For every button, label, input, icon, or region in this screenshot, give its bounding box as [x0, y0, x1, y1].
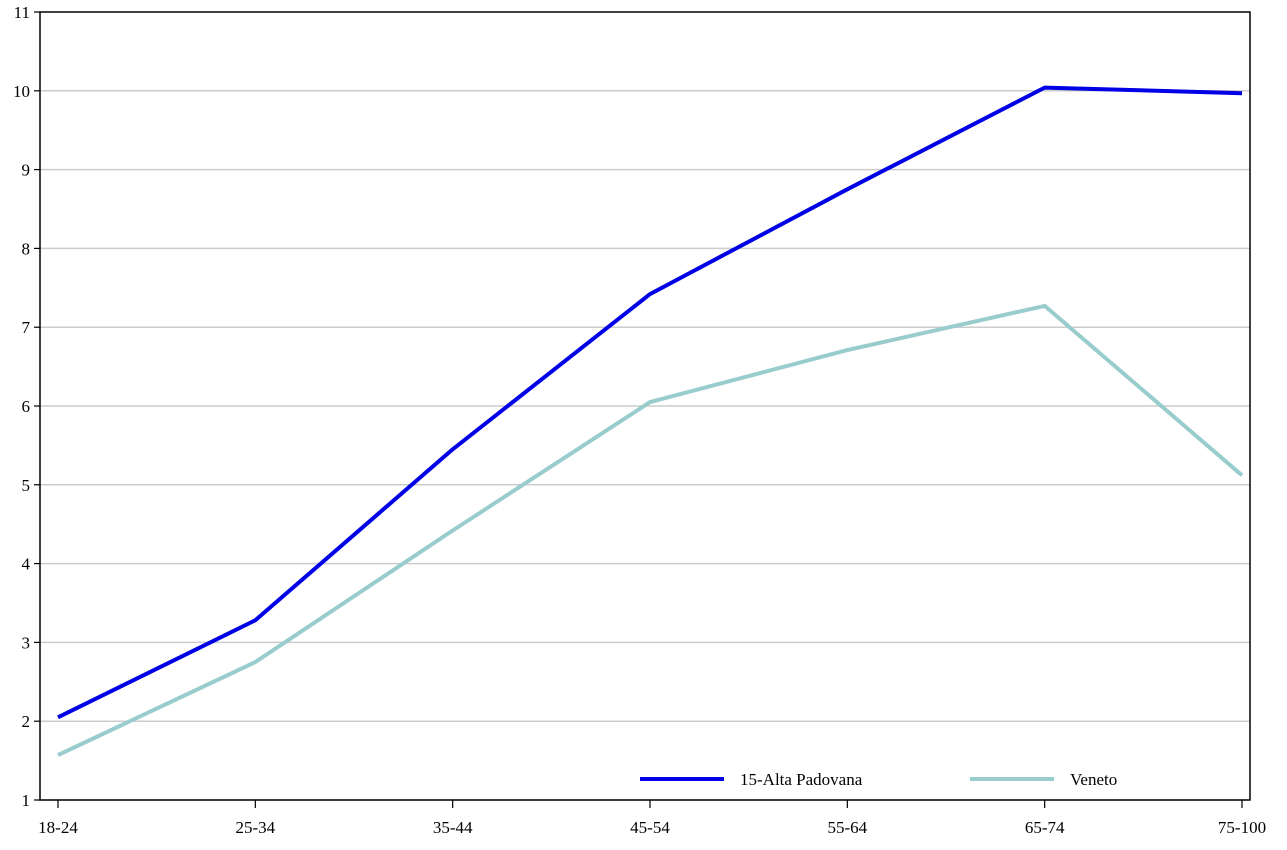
x-tick-label-25-34: 25-34 [235, 818, 275, 837]
x-axis: 18-24 25-34 35-44 45-54 55-64 65-74 75-100 [38, 800, 1266, 837]
y-tick-label-1: 1 [22, 791, 31, 810]
y-tick-label-7: 7 [22, 318, 31, 337]
legend: 15-Alta Padovana Veneto [640, 770, 1117, 789]
x-tick-label-35-44: 35-44 [433, 818, 473, 837]
y-tick-label-3: 3 [22, 633, 31, 652]
legend-label-veneto: Veneto [1070, 770, 1117, 789]
series-lines [57, 85, 1244, 757]
y-tick-label-10: 10 [13, 82, 30, 101]
y-tick-label-2: 2 [22, 712, 31, 731]
x-tick-label-75-100: 75-100 [1218, 818, 1266, 837]
y-axis: 1 2 3 4 5 6 7 8 9 10 11 [13, 3, 40, 810]
y-tick-label-5: 5 [22, 476, 31, 495]
legend-label-15-alta-padovana: 15-Alta Padovana [740, 770, 863, 789]
x-tick-label-45-54: 45-54 [630, 818, 670, 837]
y-tick-label-9: 9 [22, 161, 31, 180]
series-line-15-alta-padovana [57, 85, 1243, 720]
series-line-veneto [57, 303, 1244, 757]
y-tick-label-6: 6 [22, 397, 31, 416]
y-tick-label-11: 11 [14, 3, 30, 22]
x-tick-label-65-74: 65-74 [1025, 818, 1065, 837]
y-tick-label-4: 4 [22, 555, 31, 574]
y-tick-label-8: 8 [22, 239, 31, 258]
x-tick-label-55-64: 55-64 [827, 818, 867, 837]
x-tick-label-18-24: 18-24 [38, 818, 78, 837]
